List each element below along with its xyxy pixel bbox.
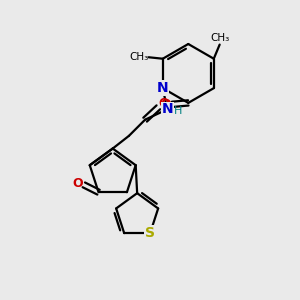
Text: H: H <box>174 106 183 116</box>
Text: O: O <box>72 177 83 190</box>
Text: N: N <box>161 102 173 116</box>
Text: S: S <box>145 226 155 240</box>
Text: O: O <box>158 97 169 110</box>
Text: N: N <box>157 81 169 95</box>
Text: O: O <box>160 98 171 111</box>
Text: CH₃: CH₃ <box>130 52 149 62</box>
Text: CH₃: CH₃ <box>210 33 229 43</box>
